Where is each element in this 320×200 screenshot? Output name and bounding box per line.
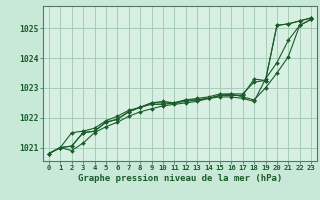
X-axis label: Graphe pression niveau de la mer (hPa): Graphe pression niveau de la mer (hPa) [78,174,282,183]
